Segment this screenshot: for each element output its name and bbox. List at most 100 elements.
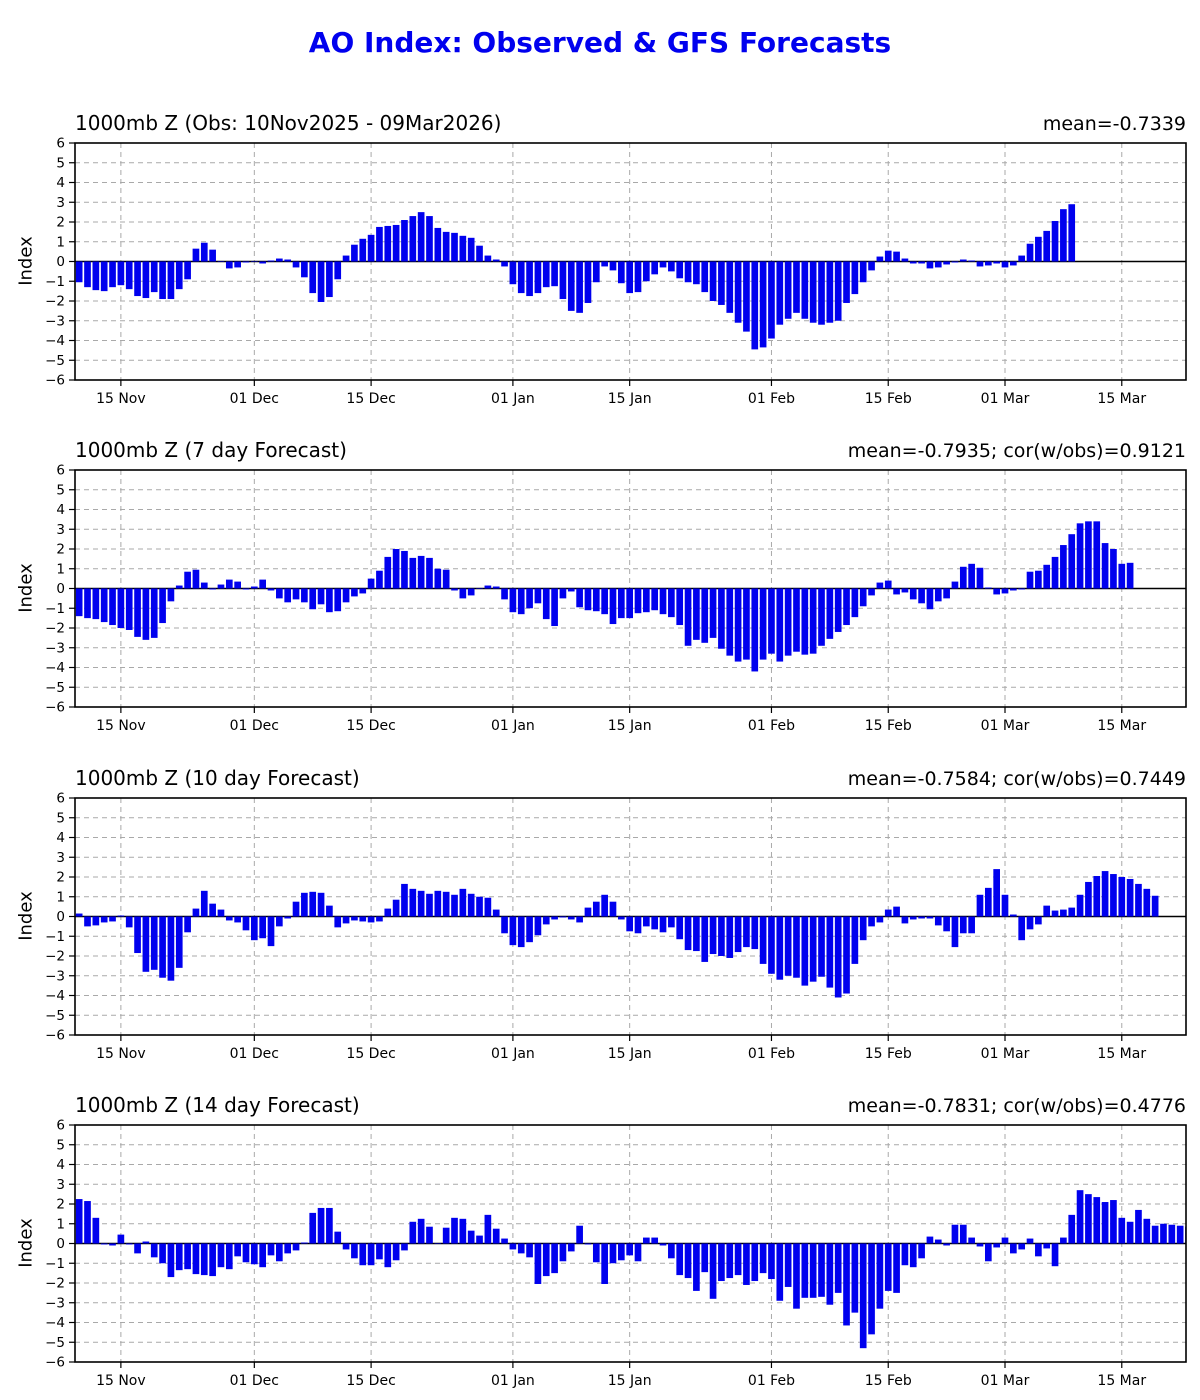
bar bbox=[217, 584, 225, 589]
svg-text:4: 4 bbox=[56, 1157, 65, 1173]
bar bbox=[668, 588, 675, 618]
svg-text:−1: −1 bbox=[45, 601, 65, 617]
bar bbox=[676, 916, 684, 940]
bar bbox=[993, 261, 1000, 264]
bar bbox=[1018, 916, 1026, 941]
bar bbox=[659, 588, 667, 615]
bar bbox=[726, 916, 734, 958]
bar bbox=[334, 588, 342, 612]
svg-text:15 Mar: 15 Mar bbox=[1097, 391, 1146, 407]
svg-text:01 Jan: 01 Jan bbox=[491, 718, 535, 734]
svg-text:15 Mar: 15 Mar bbox=[1097, 1373, 1146, 1389]
bar bbox=[743, 588, 750, 660]
bar bbox=[200, 890, 208, 917]
bar bbox=[693, 588, 700, 640]
bar bbox=[309, 588, 317, 610]
bar bbox=[926, 588, 934, 610]
bar bbox=[809, 916, 817, 982]
bar bbox=[142, 916, 150, 972]
panel-7day-forecast-chart: 6 5 4 3 2 1 0 −1 −2 −3 −4 −5 −6 15 Nov 01 Dec 15 Dec 01 … bbox=[45, 463, 1187, 734]
bar bbox=[901, 258, 909, 262]
bar bbox=[901, 916, 909, 924]
svg-text:−2: −2 bbox=[45, 949, 65, 965]
bar bbox=[326, 588, 333, 613]
bar bbox=[968, 260, 975, 262]
bar bbox=[809, 588, 817, 654]
bar bbox=[501, 588, 508, 600]
bar bbox=[776, 588, 784, 662]
bar bbox=[943, 916, 950, 932]
bar bbox=[934, 261, 942, 268]
bar bbox=[701, 916, 709, 962]
bar bbox=[150, 588, 158, 638]
svg-text:0: 0 bbox=[56, 909, 65, 925]
bar bbox=[801, 1243, 809, 1298]
bar bbox=[467, 588, 475, 596]
bar bbox=[1001, 1237, 1009, 1244]
bar bbox=[192, 908, 200, 917]
svg-text:15 Feb: 15 Feb bbox=[865, 1373, 912, 1389]
bar bbox=[976, 894, 984, 917]
bar bbox=[234, 1243, 241, 1257]
bar bbox=[1126, 878, 1134, 917]
bar bbox=[551, 261, 558, 287]
bar bbox=[1035, 916, 1042, 925]
bar bbox=[476, 245, 483, 262]
bar bbox=[84, 588, 91, 619]
bar bbox=[509, 916, 517, 946]
bar bbox=[267, 588, 275, 591]
bar bbox=[1085, 1194, 1092, 1244]
bar bbox=[167, 1243, 175, 1278]
svg-text:01 Dec: 01 Dec bbox=[230, 1373, 279, 1389]
svg-text:4: 4 bbox=[56, 502, 65, 518]
bar bbox=[150, 1243, 158, 1258]
bar bbox=[834, 916, 842, 998]
svg-text:6: 6 bbox=[56, 1118, 65, 1134]
bar bbox=[559, 261, 567, 300]
bar bbox=[984, 887, 992, 917]
bar bbox=[451, 1217, 458, 1244]
bar bbox=[100, 261, 108, 292]
bar bbox=[876, 916, 884, 923]
bar bbox=[693, 1243, 700, 1291]
svg-text:15 Jan: 15 Jan bbox=[608, 718, 652, 734]
bar bbox=[1160, 1223, 1167, 1244]
bar bbox=[326, 905, 333, 917]
bar bbox=[276, 916, 283, 927]
bar bbox=[1151, 1225, 1159, 1244]
bar bbox=[651, 588, 659, 611]
bars bbox=[75, 869, 1159, 998]
bar bbox=[1135, 1209, 1142, 1244]
bar bbox=[250, 1243, 258, 1265]
bar bbox=[142, 261, 150, 299]
bar bbox=[893, 906, 900, 917]
bar bbox=[92, 1217, 100, 1244]
bar bbox=[259, 579, 266, 589]
bar bbox=[893, 1243, 900, 1293]
svg-text:1: 1 bbox=[56, 234, 65, 250]
bar bbox=[893, 251, 900, 262]
bar bbox=[1010, 588, 1017, 591]
svg-text:−5: −5 bbox=[45, 1335, 65, 1351]
bar bbox=[793, 1243, 800, 1309]
svg-text:−5: −5 bbox=[45, 680, 65, 696]
bar bbox=[225, 579, 233, 589]
svg-text:3: 3 bbox=[56, 195, 65, 211]
bar bbox=[976, 1243, 984, 1247]
bar bbox=[943, 588, 950, 599]
bar bbox=[1051, 1243, 1059, 1267]
bar bbox=[567, 1243, 575, 1252]
bar bbox=[834, 261, 842, 321]
bar bbox=[826, 261, 834, 323]
bar bbox=[467, 237, 475, 262]
bar bbox=[134, 916, 141, 954]
bar bbox=[701, 1243, 709, 1273]
bar bbox=[784, 261, 792, 319]
bar bbox=[1001, 894, 1009, 917]
bar bbox=[617, 916, 625, 920]
svg-text:5: 5 bbox=[56, 1137, 65, 1153]
bar bbox=[517, 588, 525, 615]
bar bbox=[184, 916, 191, 933]
bar bbox=[668, 916, 675, 928]
bar bbox=[726, 588, 734, 656]
